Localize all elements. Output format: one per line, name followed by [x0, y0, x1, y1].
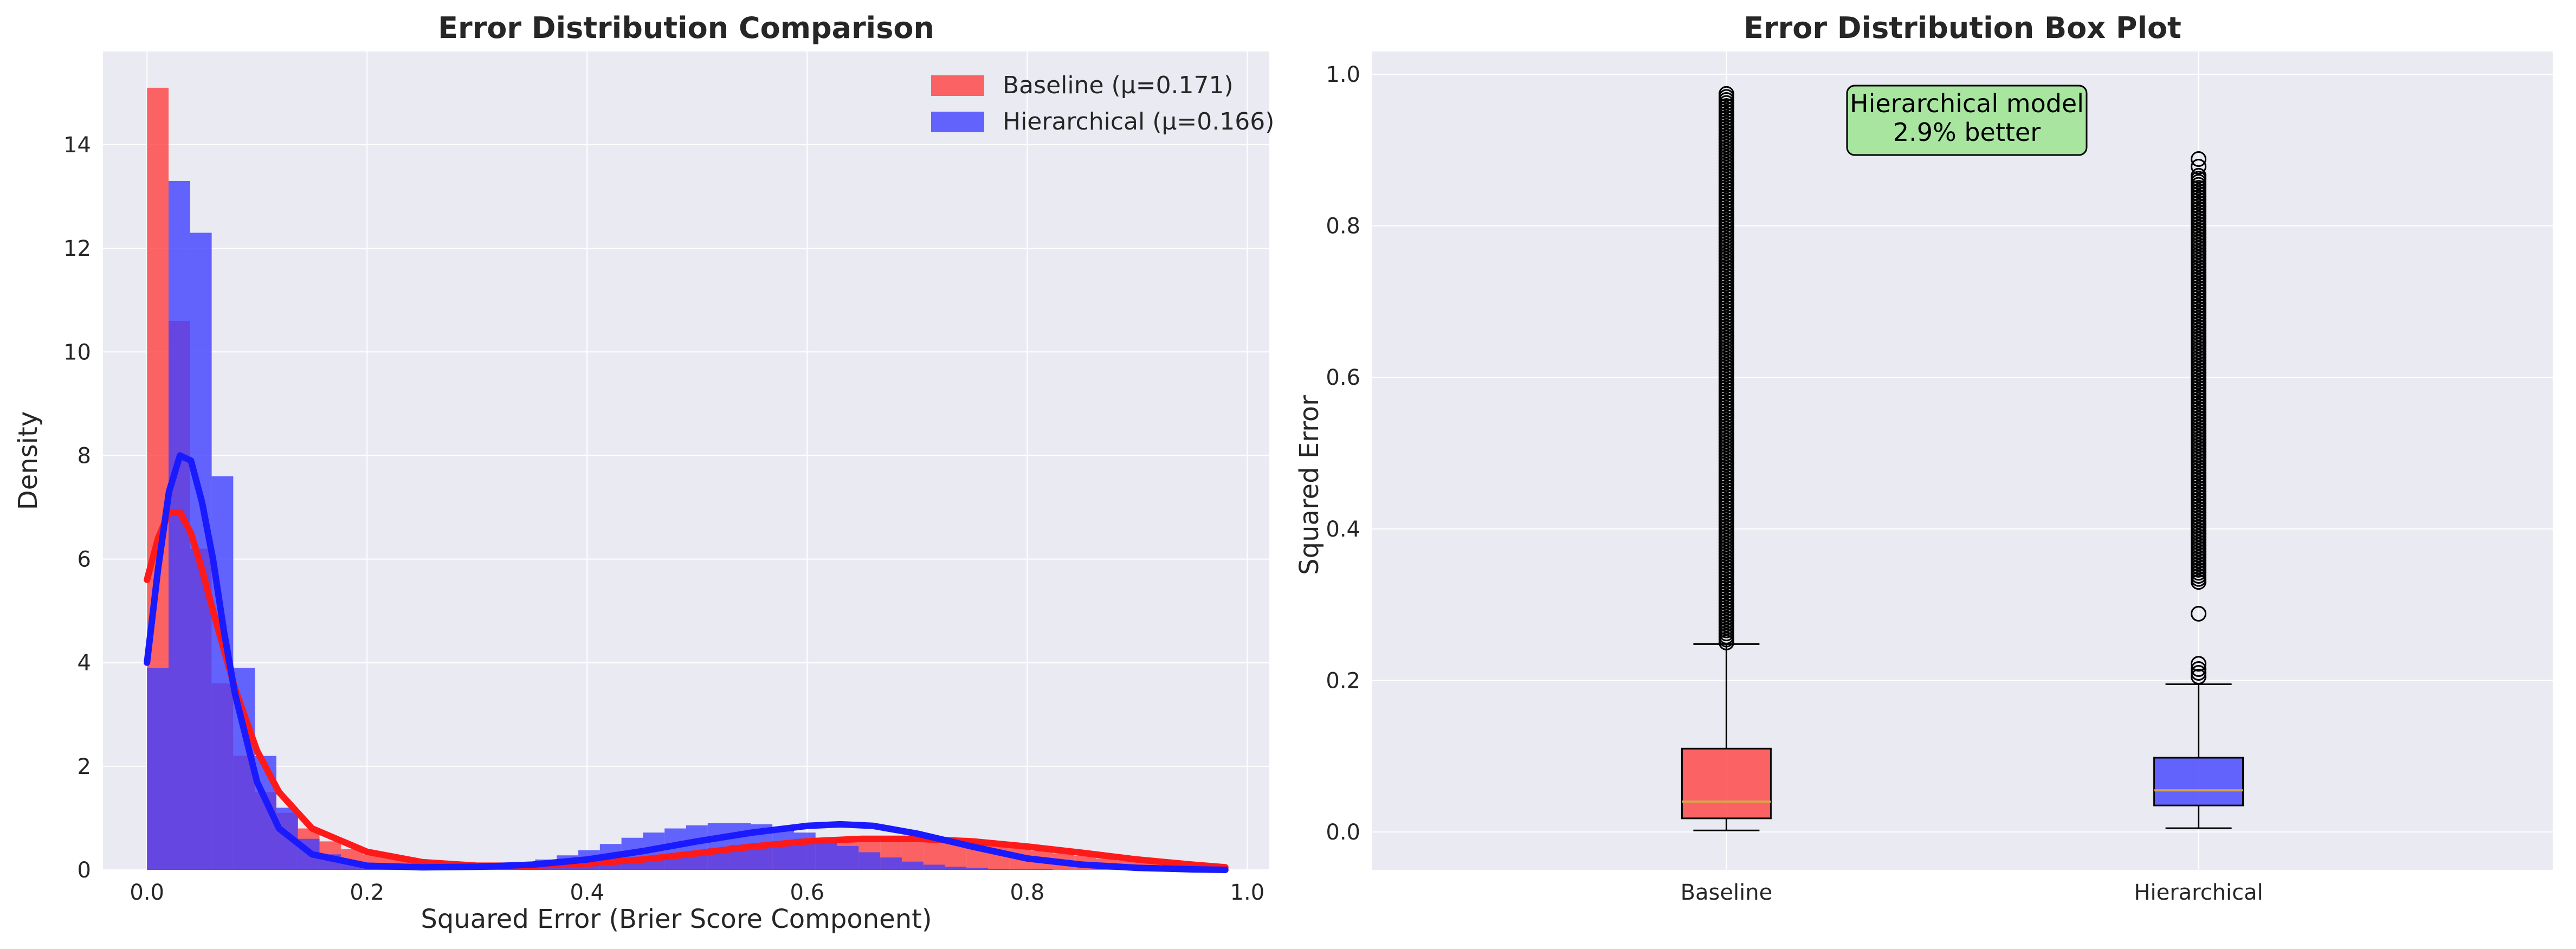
annotation-line-2: 2.9% better [1893, 118, 2041, 147]
x-tick-label: 1.0 [1230, 880, 1265, 905]
outliers [2191, 151, 2207, 685]
outlier-point [2191, 664, 2207, 681]
outliers [1718, 86, 1734, 651]
box-baseline [1681, 86, 1772, 831]
hierarchical-hist-bar [988, 869, 1010, 870]
hierarchical-hist-bar [923, 864, 945, 870]
hierarchical-hist-bar [686, 825, 708, 870]
histogram-x-axis-label: Squared Error (Brier Score Component) [421, 904, 932, 934]
y-tick-label: 14 [63, 133, 91, 158]
annotation-box [1846, 85, 2088, 156]
histogram-y-tick-labels: 0 2 4 6 8 10 12 14 [63, 133, 91, 883]
hierarchical-hist-bar [1009, 869, 1031, 870]
y-tick-label: 10 [63, 340, 91, 365]
hierarchical-hist-bar [858, 852, 881, 870]
legend-label-hierarchical: Hierarchical (μ=0.166) [1003, 108, 1274, 135]
x-tick-label: Hierarchical [2134, 880, 2263, 905]
hierarchical-kde-line [144, 452, 1229, 873]
hierarchical-hist-bar [901, 861, 924, 870]
boxplot-y-tick-labels: 0.0 0.2 0.4 0.6 0.8 1.0 [1326, 62, 1360, 845]
y-tick-label: 6 [78, 547, 91, 572]
outlier-point [2191, 167, 2207, 184]
outlier-point [1718, 86, 1734, 102]
hierarchical-hist-bar [880, 857, 902, 870]
boxplot-x-tick-labels: Baseline Hierarchical [1681, 880, 2263, 905]
hierarchical-hist-bar [1031, 869, 1053, 870]
outlier-point [2191, 661, 2207, 677]
histogram-y-axis-label: Density [13, 411, 43, 510]
boxplot-panel: Baseline Hierarchical 0.00.20.40.60.81.0 … [1294, 11, 2553, 905]
outlier-point [2191, 668, 2207, 685]
y-tick-label: 0.8 [1326, 214, 1360, 239]
histogram-legend: Baseline (μ=0.171) Hierarchical (μ=0.166… [931, 72, 1274, 135]
box-hierarchical [2153, 151, 2244, 829]
x-tick-label: 0.2 [350, 880, 384, 905]
y-tick-label: 0.6 [1326, 365, 1360, 390]
kde-curves [144, 452, 1229, 873]
boxplot-boxes [1681, 86, 2244, 831]
y-tick-label: 0.2 [1326, 668, 1360, 693]
histogram-title: Error Distribution Comparison [438, 11, 934, 45]
histogram-x-tick-labels: 0.0 0.2 0.4 0.6 0.8 1.0 [130, 880, 1264, 905]
legend-swatch-baseline [931, 75, 984, 96]
annotation-line-1: Hierarchical model [1850, 89, 2084, 118]
legend-label-baseline: Baseline (μ=0.171) [1003, 72, 1234, 99]
y-tick-label: 12 [63, 236, 91, 261]
x-tick-label: Baseline [1681, 880, 1773, 905]
legend-swatch-hierarchical [931, 112, 984, 132]
x-tick-label: 0.0 [130, 880, 164, 905]
hierarchical-hist-bar [966, 868, 989, 870]
outlier-point [2191, 151, 2207, 167]
hierarchical-hist-bar [147, 668, 169, 870]
hierarchical-hist-bar [772, 827, 794, 870]
boxplot-y-axis-label: Squared Error [1294, 395, 1325, 575]
x-tick-label: 0.6 [790, 880, 825, 905]
y-tick-label: 4 [78, 651, 91, 676]
outlier-point [2191, 656, 2207, 672]
x-tick-label: 0.4 [570, 880, 604, 905]
iqr-box [1681, 747, 1772, 819]
x-tick-label: 0.8 [1010, 880, 1045, 905]
boxplot-plot-area [1372, 51, 2553, 870]
hierarchical-hist-bar [837, 846, 859, 870]
y-tick-label: 2 [78, 754, 91, 779]
y-tick-label: 0.0 [1326, 820, 1360, 845]
histogram-gridlines [103, 51, 1269, 870]
y-tick-label: 8 [78, 443, 91, 468]
histogram-panel: 0.0 0.2 0.4 0.6 0.8 1.0 0 2 4 6 8 10 12 14 Error Dis… [13, 11, 1274, 934]
outlier-point [2191, 605, 2207, 622]
boxplot-title: Error Distribution Box Plot [1744, 11, 2181, 45]
iqr-box [2153, 757, 2244, 806]
outlier-point [2191, 159, 2207, 175]
histogram-plot-area [103, 51, 1269, 870]
y-tick-label: 0 [78, 858, 91, 883]
y-tick-label: 0.4 [1326, 517, 1360, 542]
hierarchical-hist-bar [945, 867, 967, 870]
y-tick-label: 1.0 [1326, 62, 1360, 87]
improvement-annotation: Hierarchical model 2.9% better [1846, 85, 2088, 156]
